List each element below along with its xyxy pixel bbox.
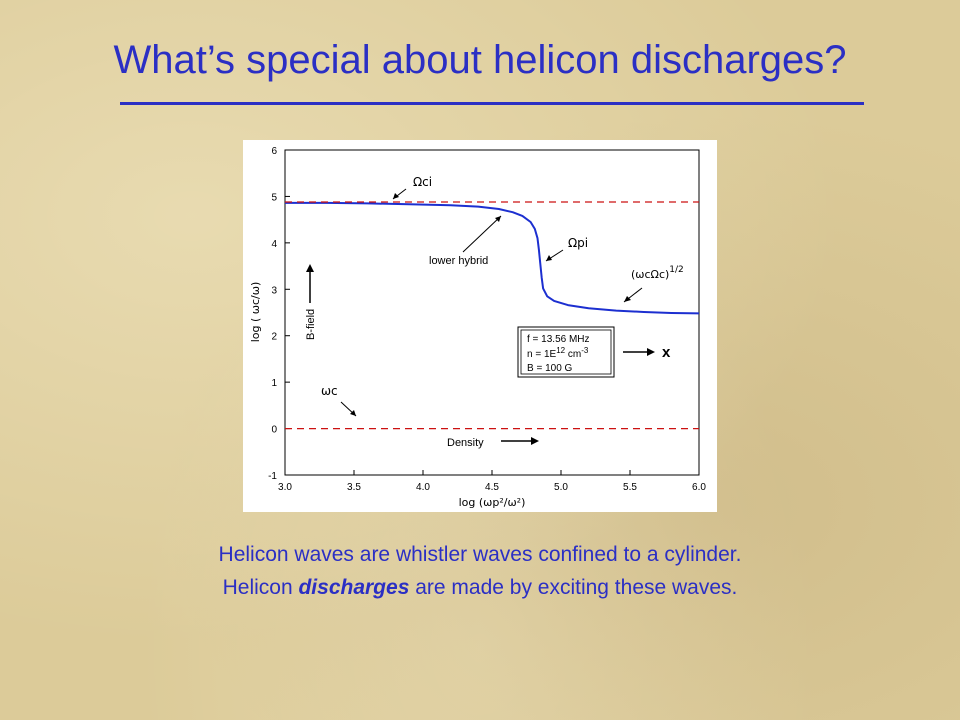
omega-ci-label: Ωci [413,175,432,189]
chart-panel: 3.0 3.5 4.0 4.5 5.0 5.5 6.0 -1 0 1 2 3 4 5 6 Ωci lower… [243,140,717,512]
y-tick-label: 0 [271,425,277,436]
parameter-box [517,326,615,378]
slide-title: What’s special about helicon discharges? [113,38,847,82]
x-tick-label: 4.0 [416,482,430,493]
x-marker: x [662,344,671,361]
y-tick-label: 6 [271,146,277,157]
lower-hybrid-label: lower hybrid [429,255,488,267]
param-density: n = 1E12 cm-3 [527,346,589,360]
lower-hybrid-arrow [462,215,502,253]
title-underline [120,102,864,105]
b-field-label: B-field [305,309,317,340]
omega-c-arrowhead [350,410,356,416]
y-tick-label: -1 [268,471,277,482]
omega-c-label: ωc [321,384,338,398]
omega-pi-label: Ωpi [568,236,588,250]
x-tick-label: 3.0 [278,482,292,493]
caption-line-1: Helicon waves are whistler waves confine… [218,543,742,566]
y-tick-label: 4 [271,239,277,250]
caption-line-2: Helicon discharges are made by exciting … [0,576,960,600]
b-field-arrowhead [306,264,314,272]
x-tick-label: 5.0 [554,482,568,493]
density-label: Density [447,437,484,449]
density-arrowhead [531,437,539,445]
y-tick-label: 3 [271,285,277,296]
caption-line-2-start: Helicon [222,576,299,599]
lower-hybrid-arrowhead [495,216,501,222]
omega-ci-arrowhead [393,193,399,199]
x-tick-label: 5.5 [623,482,637,493]
hybrid-root-arrowhead [624,296,631,302]
caption-emphasis: discharges [298,576,410,599]
x-tick-label: 4.5 [485,482,499,493]
dispersion-curve [285,201,700,315]
x-tick-label: 6.0 [692,482,706,493]
y-tick-label: 1 [271,378,277,389]
x-tick-label: 3.5 [347,482,361,493]
y-tick-label: 2 [271,332,277,343]
x-axis-title: log (ωp²/ω²) [459,496,526,509]
omega-pi-arrowhead [546,255,552,261]
hybrid-root-label: (ωcΩc)1/2 [631,265,684,281]
dispersion-chart: 3.0 3.5 4.0 4.5 5.0 5.5 6.0 -1 0 1 2 3 4 5 6 Ωci lower… [249,146,706,509]
y-tick-label: 5 [271,192,277,203]
caption-line-2-end: are made by exciting these waves. [409,576,738,599]
x-marker-arrowhead [647,348,655,356]
y-axis-title: log ( ωc/ω) [249,282,262,343]
param-frequency: f = 13.56 MHz [527,334,590,345]
parameter-box-inner [520,329,612,375]
param-field: B = 100 G [527,363,573,374]
